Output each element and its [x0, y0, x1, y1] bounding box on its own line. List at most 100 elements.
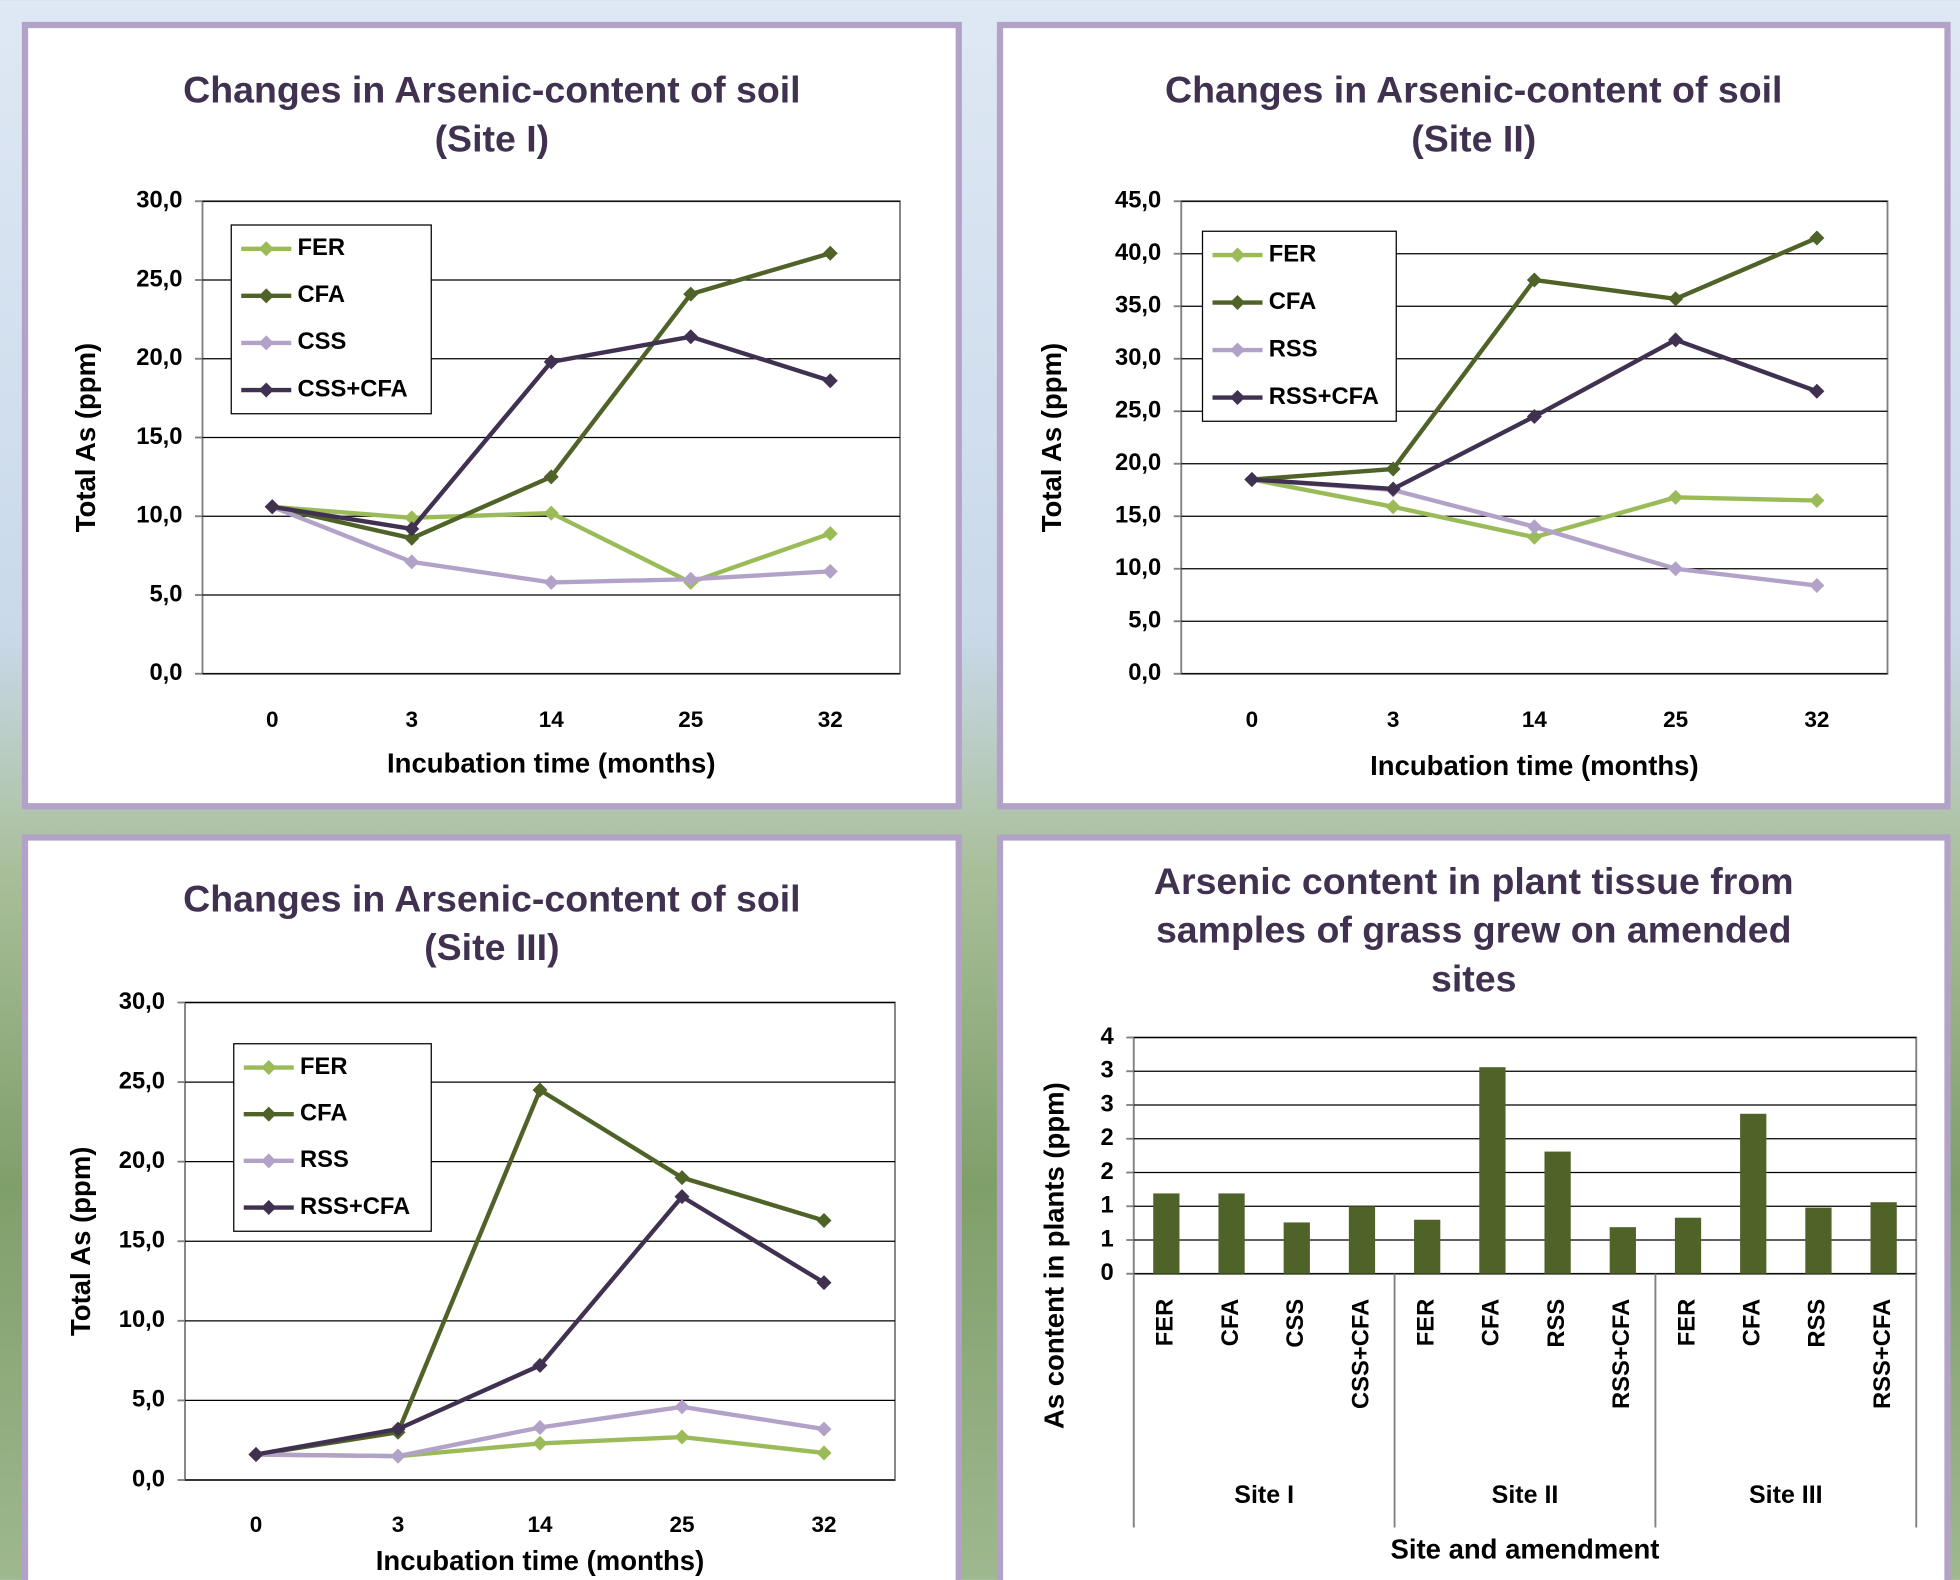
y-tick-label: 10,0: [1115, 554, 1161, 581]
page: {"chart_data": [ {"type": "line", "title…: [0, 0, 1960, 1580]
legend-label: CSS+CFA: [298, 375, 408, 402]
y-tick-label: 30,0: [119, 988, 165, 1015]
y-tick-label: 25,0: [136, 265, 182, 292]
x-tick-label: 14: [1522, 707, 1548, 732]
x-tick-label: 0: [1246, 707, 1259, 732]
group-label: Site I: [1234, 1481, 1294, 1509]
x-tick-label: RSS: [1804, 1299, 1831, 1348]
y-tick-label: 5,0: [132, 1386, 165, 1413]
y-tick-label: 25,0: [119, 1067, 165, 1094]
group-label: Site II: [1492, 1481, 1559, 1509]
y-tick-label: 25,0: [1115, 397, 1161, 424]
y-tick-label: 15,0: [136, 423, 182, 450]
bar: [1675, 1218, 1701, 1274]
y-tick-label: 30,0: [136, 187, 182, 214]
x-tick-label: CFA: [1217, 1299, 1244, 1347]
x-tick-label: FER: [1412, 1299, 1439, 1347]
legend-label: FER: [1269, 240, 1317, 267]
x-tick-label: 25: [669, 1512, 694, 1537]
y-axis-label: Total As (ppm): [65, 1147, 96, 1336]
x-axis-label: Incubation time (months): [1370, 750, 1698, 781]
y-tick-label: 5,0: [149, 580, 182, 607]
y-tick-label: 35,0: [1115, 292, 1161, 319]
x-tick-label: FER: [1673, 1299, 1700, 1347]
x-tick-label: RSS: [1543, 1299, 1570, 1348]
x-tick-label: 3: [405, 707, 418, 732]
x-tick-label: 25: [1663, 707, 1688, 732]
x-tick-label: RSS+CFA: [1869, 1299, 1896, 1409]
y-tick-label: 15,0: [1115, 502, 1161, 529]
legend-label: CSS: [298, 328, 347, 355]
y-tick-label: 40,0: [1115, 239, 1161, 266]
title-box: Arsenic content in plant tissue from sam…: [1000, 858, 1948, 1021]
y-tick-label: 4: [1101, 1023, 1115, 1050]
x-axis-label: Incubation time (months): [376, 1545, 704, 1576]
y-tick-label: 30,0: [1115, 344, 1161, 371]
bar: [1284, 1222, 1310, 1273]
x-tick-label: 25: [678, 707, 703, 732]
x-tick-label: 3: [392, 1512, 405, 1537]
x-tick-label: 0: [266, 707, 279, 732]
bar: [1740, 1114, 1766, 1274]
y-tick-label: 0,0: [1128, 659, 1161, 686]
dashboard: Changes in Arsenic-content of soil (Site…: [0, 0, 1960, 1580]
bar: [1544, 1152, 1570, 1274]
legend-label: RSS: [300, 1146, 349, 1173]
x-tick-label: 3: [1387, 707, 1400, 732]
x-axis-label: Site and amendment: [1391, 1534, 1660, 1565]
legend-label: RSS+CFA: [1269, 383, 1379, 410]
x-tick-label: CFA: [1739, 1299, 1766, 1347]
group-label: Site III: [1749, 1481, 1823, 1509]
y-tick-label: 5,0: [1128, 607, 1161, 634]
y-tick-label: 20,0: [119, 1147, 165, 1174]
x-tick-label: CSS: [1282, 1299, 1309, 1348]
bar: [1479, 1067, 1505, 1274]
bar: [1218, 1193, 1244, 1273]
bar: [1349, 1206, 1375, 1274]
bar: [1153, 1193, 1179, 1273]
y-tick-label: 10,0: [119, 1306, 165, 1333]
x-tick-label: 32: [1804, 707, 1829, 732]
legend-label: CFA: [298, 281, 346, 308]
y-axis-label: Total As (ppm): [70, 343, 101, 532]
y-tick-label: 2: [1101, 1124, 1114, 1151]
x-axis-label: Incubation time (months): [387, 747, 715, 778]
y-tick-label: 15,0: [119, 1227, 165, 1254]
legend-label: CFA: [300, 1099, 348, 1126]
x-tick-label: 14: [539, 707, 565, 732]
x-tick-label: 32: [811, 1512, 836, 1537]
y-tick-label: 0,0: [132, 1465, 165, 1492]
y-tick-label: 1: [1101, 1225, 1114, 1252]
legend-label: RSS: [1269, 335, 1318, 362]
y-tick-label: 3: [1101, 1090, 1114, 1117]
y-tick-label: 2: [1101, 1158, 1114, 1185]
y-axis-label: Total As (ppm): [1036, 343, 1067, 532]
chart-title: Changes in Arsenic-content of soil (Site…: [25, 66, 959, 164]
legend-label: RSS+CFA: [300, 1193, 410, 1220]
bar: [1871, 1202, 1897, 1274]
legend-label: CFA: [1269, 288, 1317, 315]
x-tick-label: 32: [818, 707, 843, 732]
legend-label: FER: [300, 1053, 348, 1080]
chart-title: Changes in Arsenic-content of soil (Site…: [25, 875, 959, 973]
x-tick-label: RSS+CFA: [1608, 1299, 1635, 1409]
bar: [1610, 1227, 1636, 1274]
x-tick-label: CFA: [1478, 1299, 1505, 1347]
chart-title: Changes in Arsenic-content of soil (Site…: [1000, 66, 1948, 164]
y-tick-label: 0: [1101, 1259, 1114, 1286]
x-tick-label: 14: [527, 1512, 553, 1537]
y-tick-label: 0,0: [149, 659, 182, 686]
x-tick-label: CSS+CFA: [1347, 1299, 1374, 1409]
bar: [1414, 1220, 1440, 1274]
bar: [1805, 1208, 1831, 1274]
y-tick-label: 45,0: [1115, 187, 1161, 214]
y-tick-label: 20,0: [136, 344, 182, 371]
y-axis-label: As content in plants (ppm): [1039, 1082, 1070, 1429]
chart-title: Arsenic content in plant tissue from sam…: [1000, 858, 1948, 1004]
y-tick-label: 3: [1101, 1057, 1114, 1084]
y-tick-label: 10,0: [136, 502, 182, 529]
x-tick-label: 0: [250, 1512, 263, 1537]
legend-label: FER: [298, 234, 346, 261]
y-tick-label: 20,0: [1115, 449, 1161, 476]
title-box: Changes in Arsenic-content of soil (Site…: [25, 875, 959, 1038]
